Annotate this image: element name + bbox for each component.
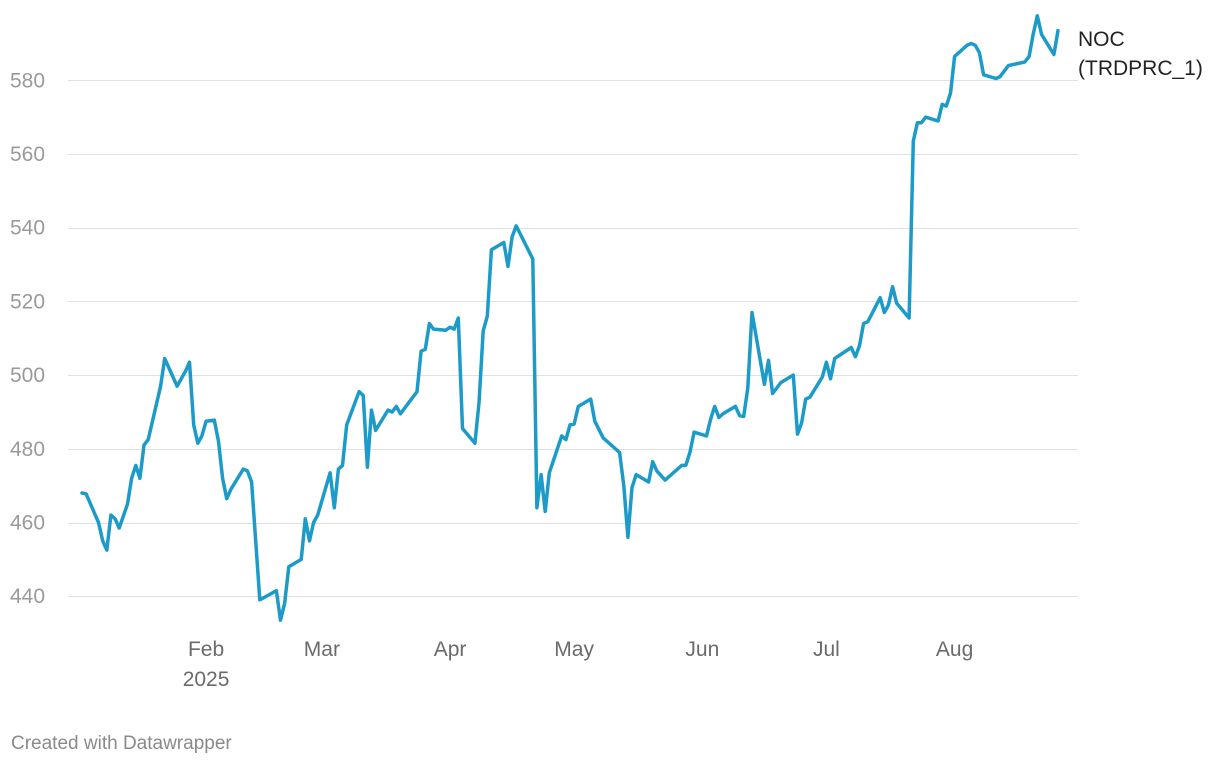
y-tick-label: 460 [10,512,45,535]
x-tick-label: Aug [936,638,973,661]
x-tick-label: Feb [188,638,224,661]
series-label: (TRDPRC_1) [1078,57,1203,80]
y-tick-label: 580 [10,69,45,92]
x-tick-label: Apr [434,638,467,661]
y-tick-label: 540 [10,217,45,240]
x-tick-label: Mar [304,638,340,661]
y-tick-label: 520 [10,290,45,313]
gridlines [68,80,1078,597]
y-tick-label: 560 [10,143,45,166]
x-tick-label: May [554,638,594,661]
series-labels: NOC (TRDPRC_1) [1078,28,1203,80]
series-line-noc [80,14,1060,622]
x-axis-ticks: Feb 2025 Mar Apr May Jun Jul Aug [183,638,974,691]
x-tick-label: Jun [685,638,719,661]
footer-credit: Created with Datawrapper [11,733,232,754]
series-lines [80,14,1060,622]
y-tick-label: 500 [10,364,45,387]
y-axis-ticks: 440 460 480 500 520 540 560 580 [10,69,45,608]
series-label: NOC [1078,28,1125,51]
x-tick-label: Jul [813,638,840,661]
x-tick-sublabel: 2025 [183,668,230,691]
y-tick-label: 440 [10,585,45,608]
y-tick-label: 480 [10,438,45,461]
